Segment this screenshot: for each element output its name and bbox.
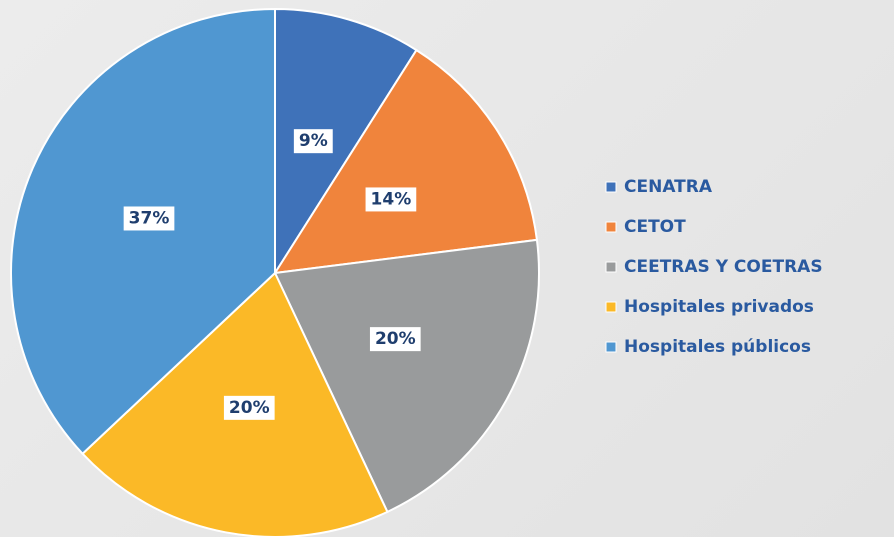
- legend-label: CEETRAS Y COETRAS: [624, 257, 823, 277]
- value-label-text: 9%: [299, 131, 328, 151]
- value-label: 20%: [223, 395, 275, 420]
- pie-slice: [273, 238, 540, 514]
- value-label-text: 14%: [371, 189, 412, 209]
- value-label: 14%: [365, 187, 417, 212]
- pie-slice: [10, 7, 276, 456]
- legend-swatch: [605, 341, 617, 353]
- pie-slice: [274, 7, 418, 277]
- value-label-text: 20%: [229, 398, 270, 418]
- label-box: [365, 187, 417, 212]
- label-box: [369, 327, 421, 352]
- value-label: 20%: [369, 327, 421, 352]
- value-label: 9%: [293, 129, 333, 154]
- legend-label: CENATRA: [624, 177, 713, 197]
- legend-swatch: [605, 301, 617, 313]
- legend-label: CETOT: [624, 217, 686, 237]
- legend-swatch: [605, 181, 617, 193]
- label-box: [293, 129, 333, 154]
- pie-slice: [273, 48, 539, 275]
- value-label-text: 20%: [375, 329, 416, 349]
- legend-label: Hospitales públicos: [624, 337, 811, 357]
- legend-label: Hospitales privados: [624, 297, 814, 317]
- label-box: [223, 395, 275, 420]
- value-label: 37%: [123, 206, 175, 231]
- legend-swatch: [605, 221, 617, 233]
- value-label-text: 37%: [129, 208, 170, 228]
- legend-swatch: [605, 261, 617, 273]
- label-box: [123, 206, 175, 231]
